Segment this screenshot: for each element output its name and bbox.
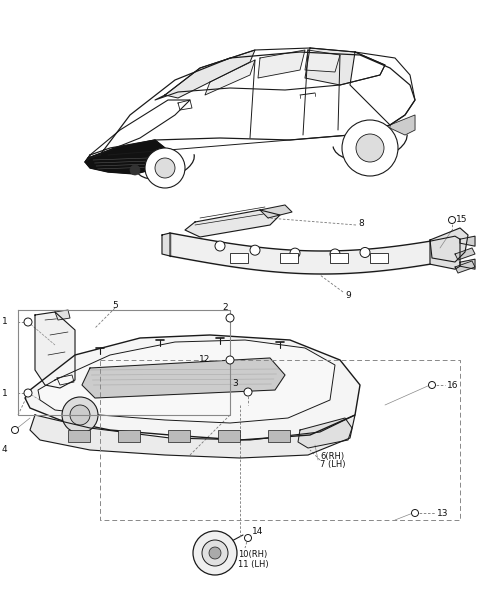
Circle shape	[24, 318, 32, 326]
Polygon shape	[25, 335, 360, 440]
Polygon shape	[38, 340, 335, 423]
FancyBboxPatch shape	[268, 430, 290, 442]
FancyBboxPatch shape	[168, 430, 190, 442]
Text: 10(RH): 10(RH)	[238, 550, 267, 559]
Circle shape	[70, 405, 90, 425]
Polygon shape	[162, 233, 170, 256]
Circle shape	[448, 216, 456, 224]
Polygon shape	[185, 210, 280, 237]
Text: 15: 15	[456, 215, 468, 224]
Circle shape	[215, 241, 225, 251]
Circle shape	[202, 540, 228, 566]
Polygon shape	[305, 50, 340, 72]
Circle shape	[193, 531, 237, 575]
Circle shape	[226, 314, 234, 322]
Text: 8: 8	[358, 218, 364, 227]
Circle shape	[330, 249, 340, 259]
Circle shape	[290, 248, 300, 258]
Circle shape	[250, 245, 260, 255]
FancyBboxPatch shape	[218, 430, 240, 442]
Text: 16: 16	[447, 381, 458, 390]
Polygon shape	[460, 236, 475, 246]
Text: 1: 1	[2, 317, 8, 326]
Text: 11 (LH): 11 (LH)	[238, 561, 269, 570]
Polygon shape	[82, 358, 285, 398]
Text: 1: 1	[2, 389, 8, 398]
Circle shape	[12, 426, 19, 434]
Polygon shape	[430, 228, 468, 262]
FancyBboxPatch shape	[230, 253, 248, 263]
Circle shape	[244, 534, 252, 542]
Polygon shape	[460, 259, 475, 269]
Polygon shape	[305, 48, 385, 85]
Polygon shape	[260, 205, 292, 218]
Text: 2: 2	[222, 303, 228, 313]
Circle shape	[356, 134, 384, 162]
Polygon shape	[455, 261, 475, 273]
Circle shape	[155, 158, 175, 178]
Text: 12: 12	[199, 356, 210, 365]
Circle shape	[145, 148, 185, 188]
Polygon shape	[298, 418, 352, 448]
Text: 9: 9	[345, 291, 351, 300]
Polygon shape	[57, 375, 74, 385]
Circle shape	[209, 547, 221, 559]
Text: 14: 14	[252, 528, 264, 536]
Circle shape	[411, 510, 419, 517]
Polygon shape	[155, 48, 385, 100]
FancyBboxPatch shape	[330, 253, 348, 263]
Text: 4: 4	[2, 446, 8, 455]
Polygon shape	[30, 415, 355, 458]
Polygon shape	[350, 52, 415, 125]
Polygon shape	[85, 140, 168, 174]
Circle shape	[226, 356, 234, 364]
Polygon shape	[390, 115, 415, 135]
Text: 3: 3	[232, 379, 238, 387]
Polygon shape	[55, 310, 70, 320]
Polygon shape	[85, 52, 415, 162]
Polygon shape	[165, 50, 255, 98]
Text: 6(RH): 6(RH)	[320, 452, 344, 460]
Polygon shape	[178, 100, 192, 110]
Circle shape	[342, 120, 398, 176]
FancyBboxPatch shape	[370, 253, 388, 263]
Circle shape	[244, 388, 252, 396]
Polygon shape	[258, 50, 305, 78]
FancyBboxPatch shape	[280, 253, 298, 263]
Circle shape	[429, 381, 435, 389]
Text: 13: 13	[437, 508, 448, 517]
Circle shape	[24, 389, 32, 397]
Polygon shape	[455, 248, 475, 260]
Circle shape	[130, 165, 140, 175]
Circle shape	[360, 247, 370, 257]
Polygon shape	[35, 312, 75, 388]
FancyBboxPatch shape	[68, 430, 90, 442]
Text: 7 (LH): 7 (LH)	[320, 460, 346, 469]
Polygon shape	[88, 100, 190, 158]
Polygon shape	[430, 236, 460, 269]
Text: 5: 5	[112, 300, 118, 309]
Circle shape	[62, 397, 98, 433]
Polygon shape	[205, 60, 255, 95]
FancyBboxPatch shape	[118, 430, 140, 442]
